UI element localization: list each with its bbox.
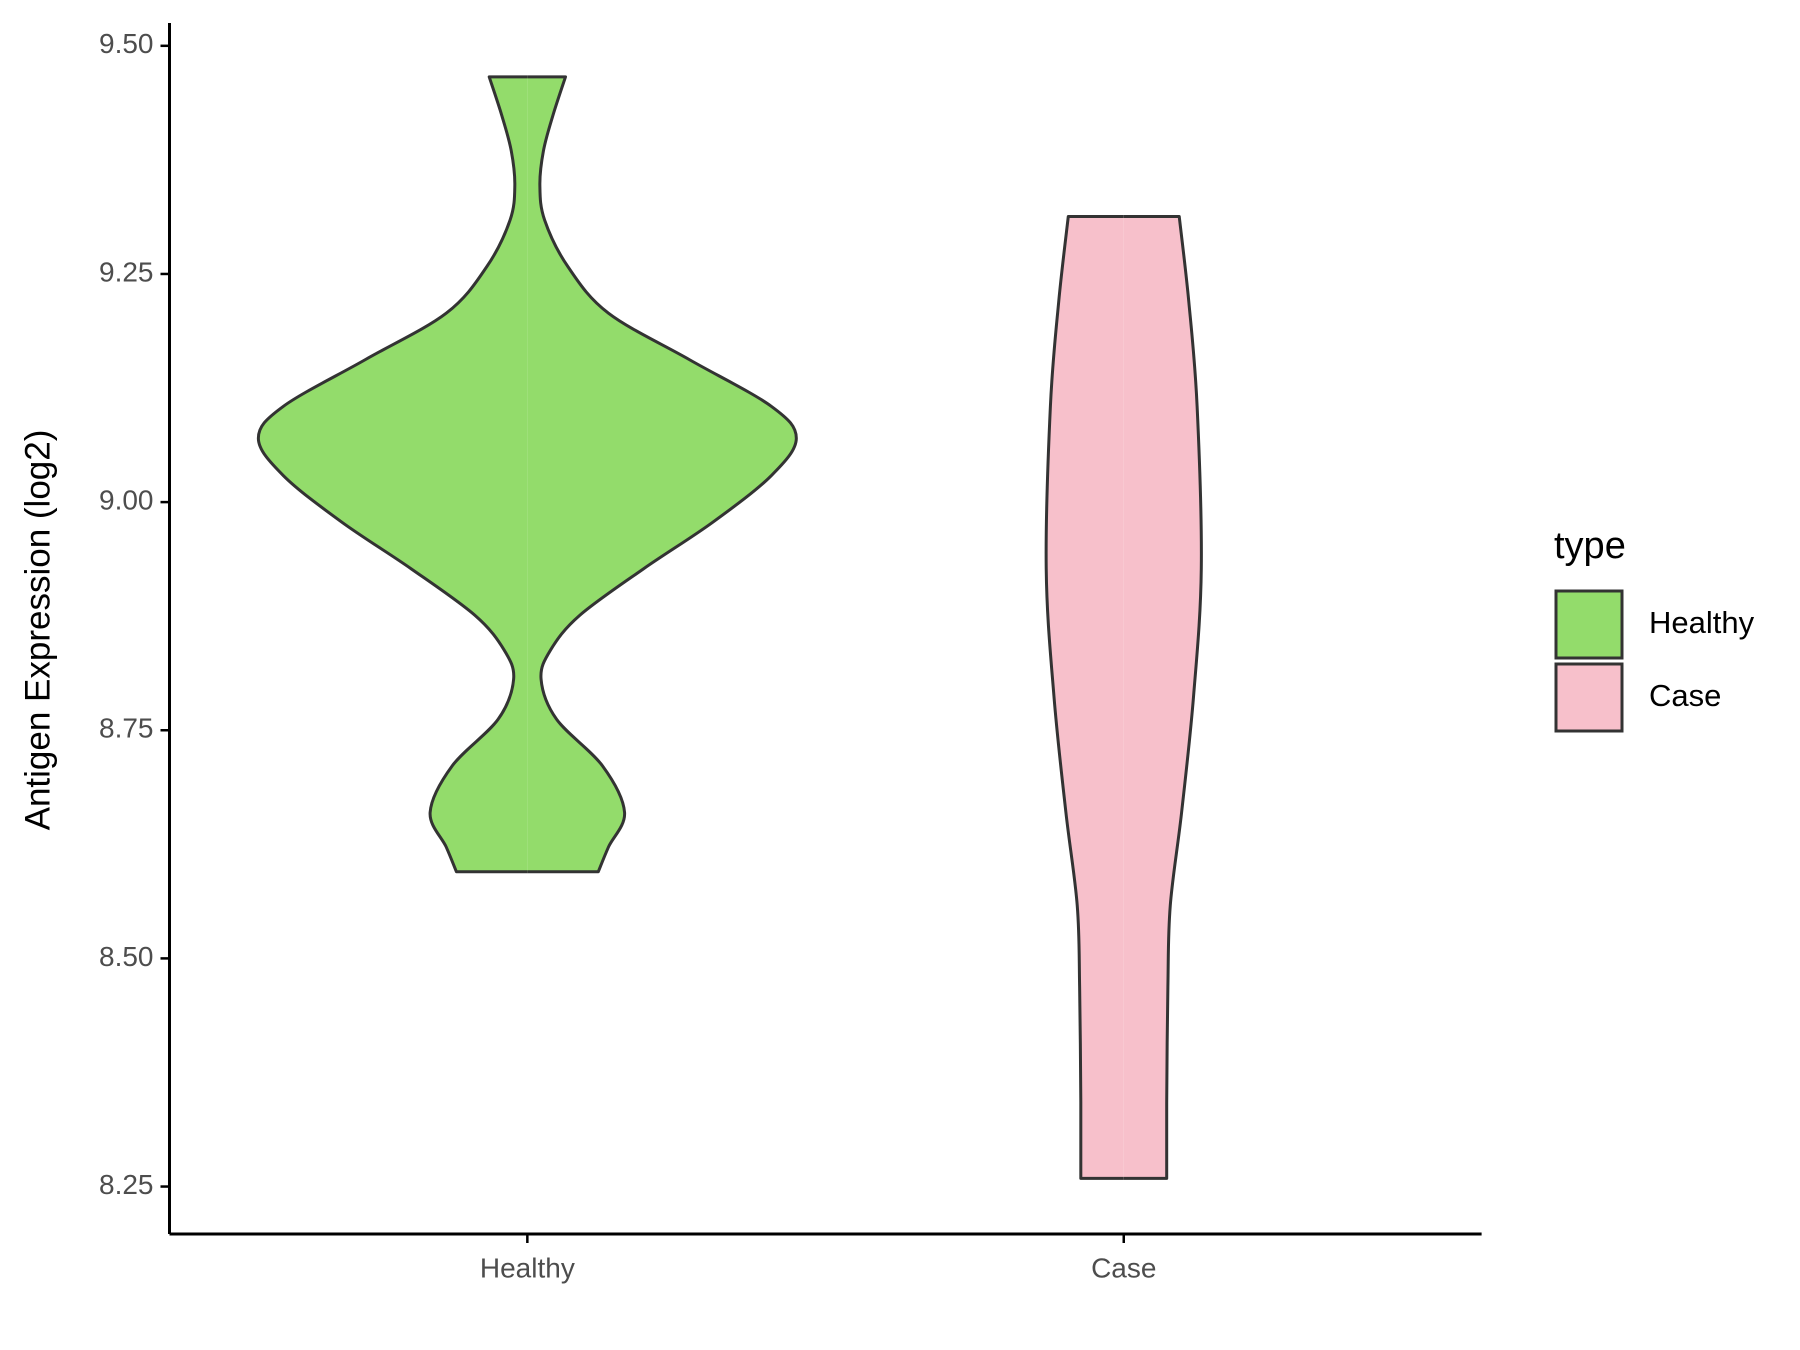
y-tick-label: 9.50 bbox=[99, 28, 154, 59]
violin-right bbox=[1123, 214, 1203, 1180]
y-tick-label: 9.00 bbox=[99, 484, 154, 515]
y-tick-label: 8.75 bbox=[99, 713, 154, 744]
violin-left bbox=[1044, 214, 1124, 1180]
legend-label: Case bbox=[1649, 678, 1721, 713]
violin-left bbox=[256, 75, 528, 874]
legend-label: Healthy bbox=[1649, 605, 1755, 640]
y-axis-title: Antigen Expression (log2) bbox=[18, 430, 57, 831]
violin-right bbox=[527, 75, 798, 874]
y-tick-label: 8.50 bbox=[99, 941, 154, 972]
legend-key bbox=[1554, 589, 1624, 660]
y-tick-label: 9.25 bbox=[99, 256, 154, 287]
x-tick-label: Healthy bbox=[480, 1252, 575, 1283]
legend-title: type bbox=[1554, 525, 1626, 567]
legend-key bbox=[1554, 662, 1624, 733]
x-tick-label: Case bbox=[1091, 1252, 1156, 1283]
y-tick-label: 8.25 bbox=[99, 1169, 154, 1200]
